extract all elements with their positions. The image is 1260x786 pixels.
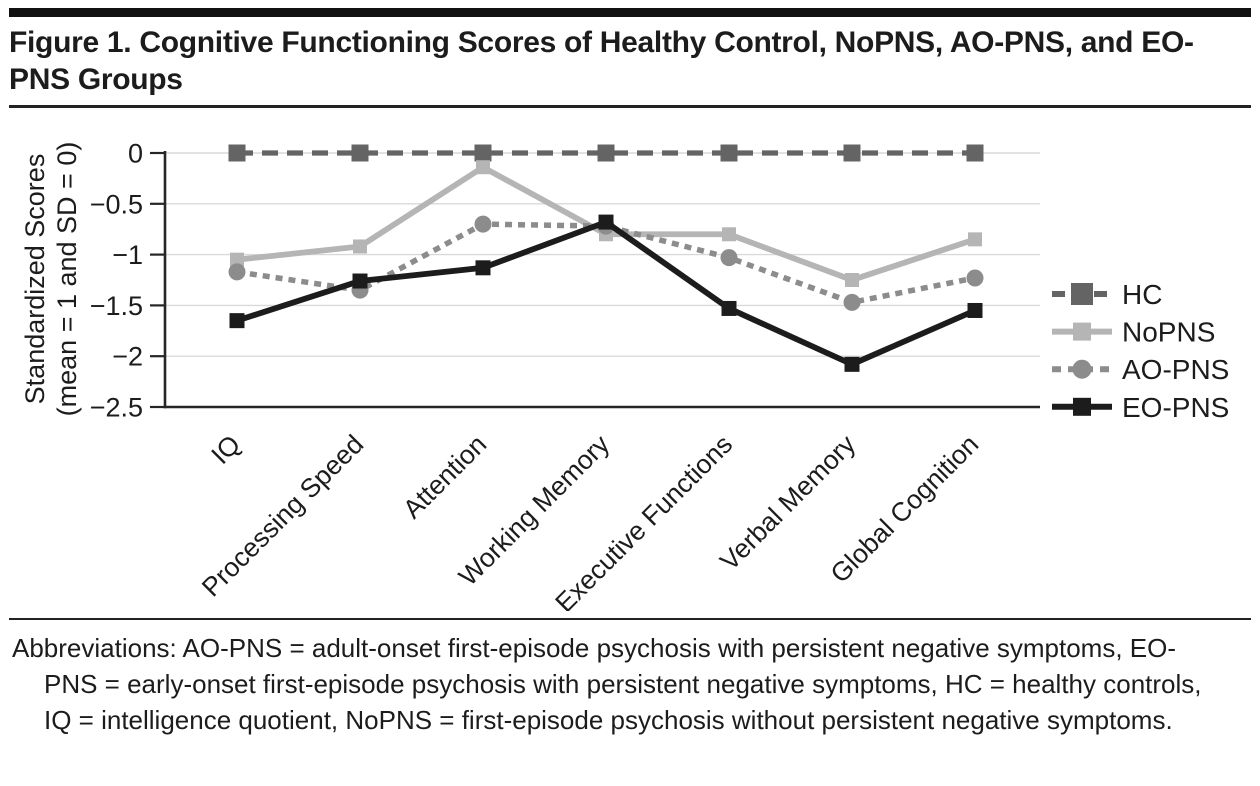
- figure-panel: Figure 1. Cognitive Functioning Scores o…: [0, 8, 1260, 786]
- line-chart: 0 −0.5 −1 −1.5 −2 −2.5 IQ Processing Speed Atten…: [0, 111, 1260, 611]
- data-point-NoPNS: [353, 239, 367, 254]
- legend-item-EO-PNS: EO-PNS: [1052, 392, 1229, 423]
- data-point-HC: [228, 144, 246, 162]
- data-point-NoPNS: [230, 252, 244, 267]
- data-point-NoPNS: [476, 160, 490, 175]
- chart-footer-divider: [9, 617, 1251, 620]
- data-point-AO-PNS: [720, 249, 738, 267]
- legend-square-marker-icon: [1073, 322, 1091, 341]
- x-axis-label: IQ: [205, 429, 246, 470]
- y-axis-title-line1: Standardized Scores: [20, 154, 50, 405]
- data-point-NoPNS: [968, 232, 982, 247]
- y-tick-label: −2: [112, 342, 143, 372]
- figure-top-bar: [9, 8, 1251, 17]
- title-divider: [9, 105, 1251, 108]
- data-point-EO-PNS: [598, 214, 614, 230]
- legend-label: EO-PNS: [1122, 392, 1229, 423]
- data-point-AO-PNS: [474, 215, 492, 233]
- data-point-AO-PNS: [843, 293, 861, 311]
- data-point-EO-PNS: [229, 313, 245, 329]
- data-point-NoPNS: [722, 227, 736, 242]
- legend-label: NoPNS: [1122, 316, 1215, 347]
- data-point-HC: [720, 144, 738, 162]
- legend-item-HC: HC: [1052, 279, 1162, 310]
- y-axis-title-line2: (mean = 1 and SD = 0): [52, 142, 82, 417]
- abbreviations-note: Abbreviations: AO-PNS = adult-onset firs…: [12, 632, 1202, 735]
- legend-square-marker-icon: [1071, 282, 1093, 305]
- data-point-AO-PNS: [228, 263, 246, 281]
- data-point-EO-PNS: [967, 302, 983, 318]
- y-tick-label: −0.5: [90, 189, 143, 219]
- data-point-HC: [474, 144, 492, 162]
- data-point-EO-PNS: [475, 260, 491, 276]
- y-tick-label: 0: [128, 138, 143, 168]
- data-point-HC: [966, 144, 984, 162]
- y-tick-label: −1.5: [90, 291, 143, 321]
- data-point-AO-PNS: [966, 269, 984, 287]
- legend-circle-marker-icon: [1072, 359, 1092, 379]
- legend-square-marker-icon: [1073, 397, 1091, 416]
- legend-label: HC: [1122, 279, 1162, 310]
- data-point-HC: [843, 144, 861, 162]
- legend-item-AO-PNS: AO-PNS: [1052, 354, 1229, 385]
- series-line-EO-PNS: [236, 218, 977, 368]
- figure-title: Figure 1. Cognitive Functioning Scores o…: [9, 26, 1194, 97]
- data-point-EO-PNS: [721, 300, 737, 316]
- data-point-EO-PNS: [352, 273, 368, 289]
- y-tick-label: −2.5: [90, 392, 143, 422]
- x-axis-label: Attention: [397, 429, 492, 524]
- legend-label: AO-PNS: [1122, 354, 1229, 385]
- data-point-EO-PNS: [844, 356, 860, 372]
- data-point-HC: [597, 144, 615, 162]
- y-tick-label: −1: [112, 240, 143, 270]
- data-point-HC: [351, 144, 369, 162]
- data-point-NoPNS: [845, 272, 859, 287]
- legend-item-NoPNS: NoPNS: [1052, 316, 1215, 347]
